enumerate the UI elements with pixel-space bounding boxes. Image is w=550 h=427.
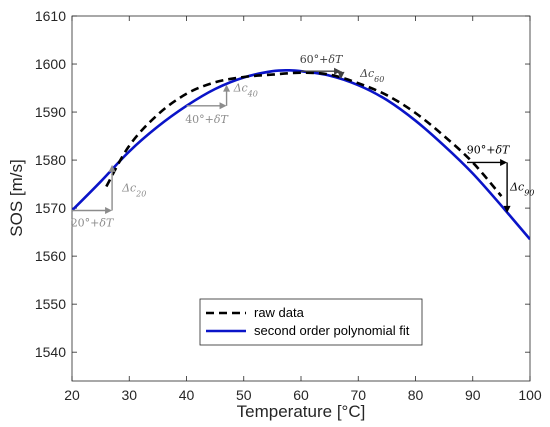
series-line-polynomial-fit	[72, 68, 530, 241]
delta-t-arrowhead	[219, 102, 227, 110]
x-tick-label: 60	[293, 387, 309, 403]
sos-change-label: Δc40	[233, 82, 258, 99]
x-tick-label: 20	[64, 387, 80, 403]
x-tick-label: 100	[518, 387, 542, 403]
delta-t-arrowhead	[105, 207, 113, 215]
x-tick-label: 90	[465, 387, 481, 403]
temperature-step-label: 20°+δT	[71, 217, 115, 230]
y-axis-label: SOS [m/s]	[7, 159, 26, 236]
y-tick-label: 1570	[35, 200, 66, 216]
y-tick-label: 1560	[35, 248, 66, 264]
sos-change-label: Δc60	[359, 67, 384, 84]
annotation-60: 60°+δT Δc60	[300, 53, 385, 84]
temperature-step-label: 90°+δT	[467, 143, 511, 156]
y-tick-label: 1580	[35, 152, 66, 168]
y-tick-label: 1600	[35, 56, 66, 72]
y-tick-label: 1550	[35, 296, 66, 312]
series-line-raw-data	[105, 71, 503, 197]
x-tick-label: 70	[350, 387, 366, 403]
annotation-layer: 20°+δT Δc20 40°+δT Δc40 60°+δT Δc60 90°+δT Δc90	[71, 53, 535, 229]
delta-t-arrowhead	[334, 67, 342, 75]
x-axis-label: Temperature [°C]	[237, 402, 366, 421]
delta-t-arrowhead	[500, 158, 508, 166]
delta-c-arrowhead	[223, 84, 231, 92]
y-axis-ticks: 1540 1550 1560 1570 1580 1590 1600 1610	[35, 8, 530, 360]
legend: raw data second order polynomial fit	[199, 298, 423, 346]
sos-change-label: Δc20	[121, 182, 146, 199]
delta-c-arrowhead	[503, 205, 511, 213]
y-tick-label: 1540	[35, 344, 66, 360]
x-tick-label: 40	[179, 387, 195, 403]
x-axis-ticks: 20 30 40 50 60 70 80 90 100	[64, 16, 542, 403]
annotation-90: 90°+δT Δc90	[467, 143, 534, 213]
legend-label-fit: second order polynomial fit	[254, 323, 410, 338]
delta-c-arrowhead	[337, 71, 345, 79]
temperature-step-label: 40°+δT	[185, 113, 229, 126]
x-tick-label: 50	[236, 387, 252, 403]
x-tick-label: 30	[121, 387, 137, 403]
y-tick-label: 1610	[35, 8, 66, 24]
delta-c-arrowhead	[108, 164, 116, 172]
annotation-40: 40°+δT Δc40	[185, 82, 258, 126]
annotation-20: 20°+δT Δc20	[71, 164, 146, 230]
legend-box	[199, 298, 423, 346]
legend-label-raw-data: raw data	[254, 305, 305, 320]
sos-change-label: Δc90	[509, 181, 534, 198]
series-layer	[72, 68, 530, 241]
y-tick-label: 1590	[35, 104, 66, 120]
temperature-step-label: 60°+δT	[300, 53, 344, 66]
x-tick-label: 80	[408, 387, 424, 403]
